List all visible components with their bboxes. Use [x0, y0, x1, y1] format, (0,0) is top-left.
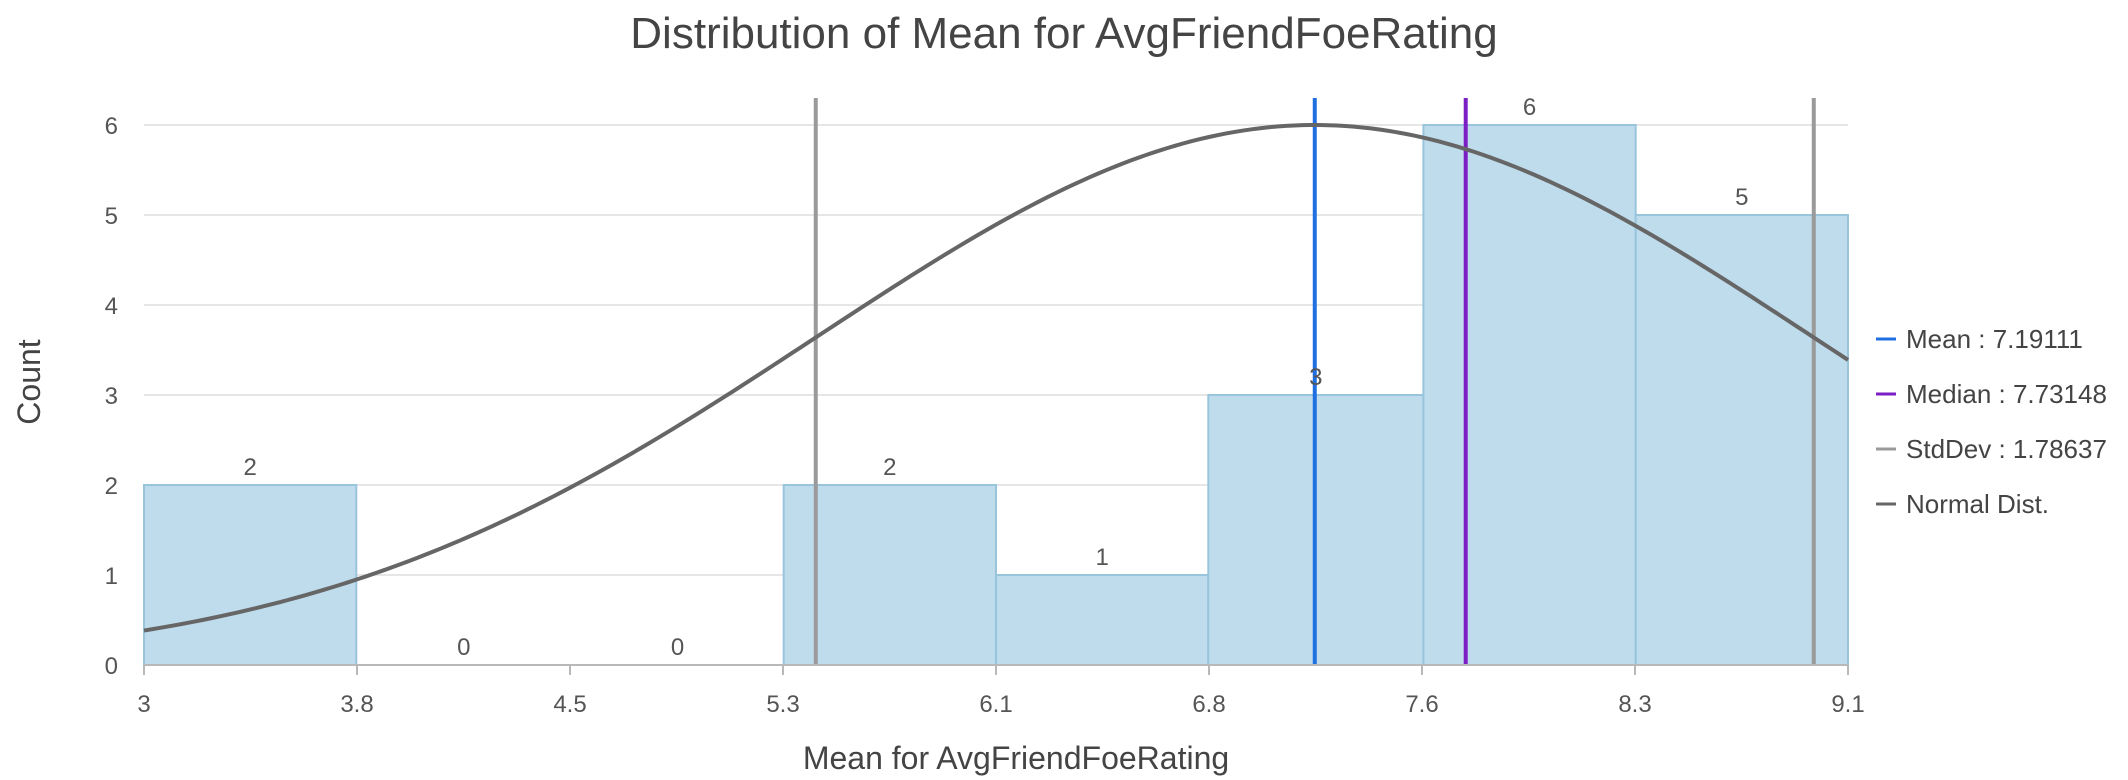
legend-item-stddev: StdDev : 1.78637 — [1876, 434, 2107, 464]
x-tick-label: 3 — [137, 691, 150, 718]
y-tick-label: 1 — [105, 563, 118, 590]
x-tick-label: 8.3 — [1618, 691, 1651, 718]
bar-count-label: 6 — [1523, 94, 1536, 121]
histogram-bar — [1422, 124, 1637, 666]
y-tick-label: 2 — [105, 473, 118, 500]
x-tick-label: 6.8 — [1192, 691, 1225, 718]
x-tick-label: 7.6 — [1405, 691, 1438, 718]
histogram-bar — [143, 484, 358, 666]
normal-curve-layer — [143, 123, 1850, 633]
x-tick-label: 9.1 — [1831, 691, 1864, 718]
y-tick-label: 0 — [105, 653, 118, 680]
bar-count-label: 3 — [1309, 364, 1322, 391]
chart-title: Distribution of Mean for AvgFriendFoeRat… — [630, 9, 1497, 58]
x-tick-label: 6.1 — [979, 691, 1012, 718]
stat-lines — [813, 98, 1816, 665]
normal-dist-curve — [143, 123, 1850, 633]
y-axis-title: Count — [11, 339, 47, 425]
bar-count-label: 2 — [243, 454, 256, 481]
histogram-bar — [995, 574, 1210, 666]
bar-count-label: 1 — [1095, 544, 1108, 571]
y-tick-label: 3 — [105, 383, 118, 410]
legend-label-normal: Normal Dist. — [1906, 489, 2049, 519]
legend-label-mean: Mean : 7.19111 — [1906, 324, 2083, 354]
legend-item-normal: Normal Dist. — [1876, 489, 2049, 519]
bar-count-label: 2 — [883, 454, 896, 481]
legend-item-mean: Mean : 7.19111 — [1876, 324, 2083, 354]
x-axis-title: Mean for AvgFriendFoeRating — [803, 740, 1229, 776]
x-tick-label: 5.3 — [766, 691, 799, 718]
y-tick-label: 4 — [105, 293, 118, 320]
y-tick-label: 5 — [105, 203, 118, 230]
y-tick-label: 6 — [105, 113, 118, 140]
legend-label-stddev: StdDev : 1.78637 — [1906, 434, 2107, 464]
bar-count-label: 5 — [1735, 184, 1748, 211]
bar-count-label: 0 — [671, 634, 684, 661]
x-tick-label: 3.8 — [340, 691, 373, 718]
legend: Mean : 7.19111 Median : 7.73148 StdDev : 1… — [1876, 324, 2107, 519]
histogram-bar — [1634, 214, 1849, 666]
legend-label-median: Median : 7.73148 — [1906, 379, 2107, 409]
legend-item-median: Median : 7.73148 — [1876, 379, 2107, 409]
axes: 0 1 2 3 4 5 6 3 3.8 4.5 5.3 6.1 6.8 7.6 8.3 9.1 — [105, 113, 1865, 718]
bar-labels: 2 0 0 2 1 3 6 5 — [243, 94, 1748, 661]
bar-count-label: 0 — [457, 634, 470, 661]
x-tick-label: 4.5 — [553, 691, 586, 718]
